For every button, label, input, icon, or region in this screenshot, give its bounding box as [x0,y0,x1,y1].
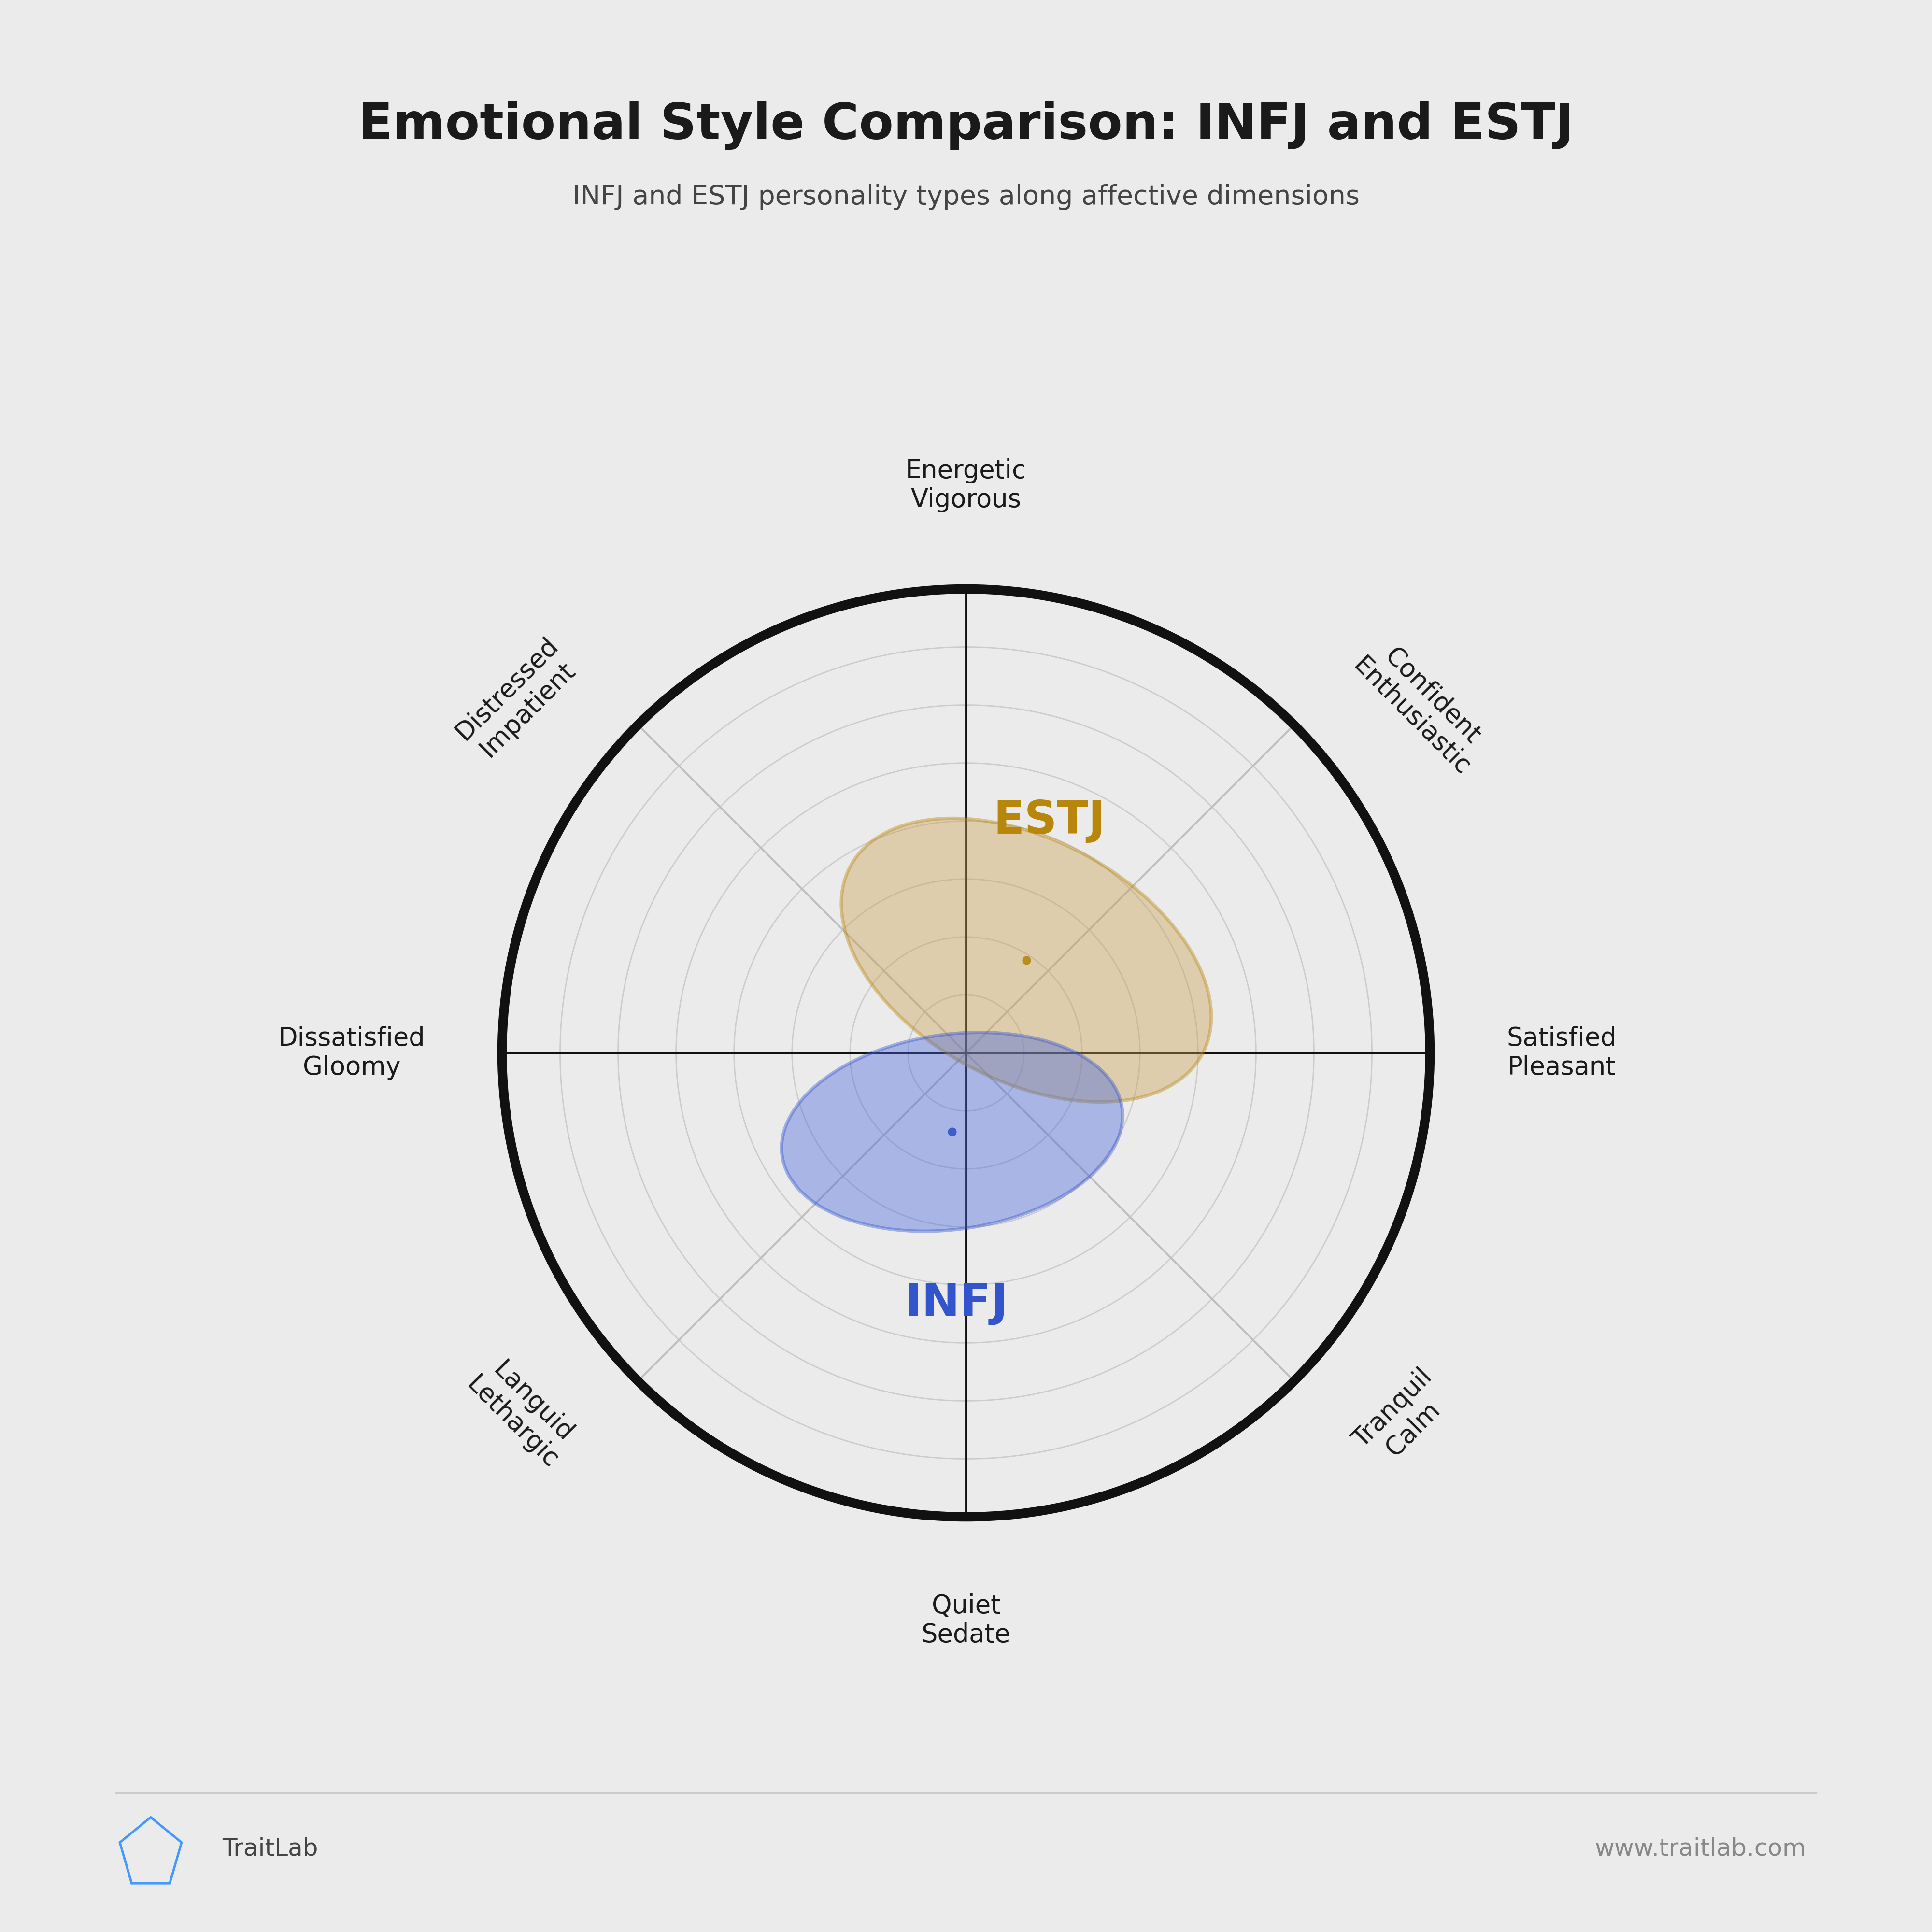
Text: www.traitlab.com: www.traitlab.com [1596,1837,1806,1861]
Ellipse shape [840,819,1211,1101]
Text: Quiet
Sedate: Quiet Sedate [922,1594,1010,1648]
Text: Confident
Enthusiastic: Confident Enthusiastic [1349,632,1495,781]
Text: Distressed
Impatient: Distressed Impatient [450,632,583,765]
Text: Satisfied
Pleasant: Satisfied Pleasant [1507,1026,1617,1080]
Text: TraitLab: TraitLab [222,1837,319,1861]
Text: Tranquil
Calm: Tranquil Calm [1349,1364,1457,1474]
Text: ESTJ: ESTJ [993,798,1105,842]
Text: Languid
Lethargic: Languid Lethargic [462,1350,583,1474]
Text: Energetic
Vigorous: Energetic Vigorous [906,458,1026,512]
Text: INFJ and ESTJ personality types along affective dimensions: INFJ and ESTJ personality types along af… [572,184,1360,211]
Text: Dissatisfied
Gloomy: Dissatisfied Gloomy [278,1026,425,1080]
Text: Emotional Style Comparison: INFJ and ESTJ: Emotional Style Comparison: INFJ and EST… [357,100,1575,151]
Text: INFJ: INFJ [904,1281,1009,1325]
Ellipse shape [782,1032,1122,1231]
